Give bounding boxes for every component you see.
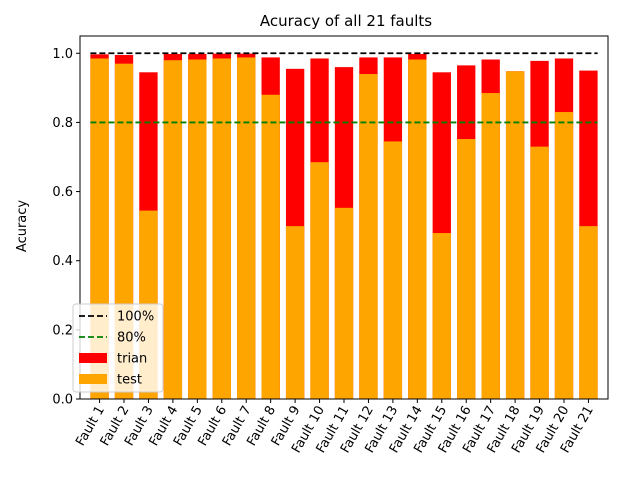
legend-swatch-test: [79, 374, 107, 384]
bar-test-18: [505, 71, 525, 400]
legend-label-80pct: 80%: [117, 331, 146, 346]
bar-test-10: [310, 162, 329, 399]
y-tick-label: 1.0: [52, 47, 73, 62]
y-tick-label: 0.4: [52, 254, 73, 269]
legend-swatch-trian: [79, 353, 107, 363]
bar-test-16: [457, 139, 476, 399]
legend-label-100pct: 100%: [117, 310, 154, 325]
y-tick-label: 0.0: [52, 393, 73, 408]
bar-test-4: [163, 60, 183, 399]
legend-box: [72, 303, 164, 393]
bar-test-7: [237, 57, 256, 399]
legend-label-test: test: [117, 373, 142, 388]
bar-test-20: [554, 112, 574, 400]
bars-layer: [90, 53, 598, 400]
bar-test-17: [481, 93, 500, 400]
y-tick-label: 0.2: [52, 323, 73, 338]
y-axis-label: Acuracy: [15, 200, 30, 253]
legend: 100% 80% trian test: [72, 303, 164, 393]
chart-title: Acuracy of all 21 faults: [260, 12, 432, 30]
y-tick-label: 0.6: [52, 185, 73, 200]
bar-test-13: [383, 141, 403, 399]
bar-test-21: [579, 226, 598, 399]
bar-test-11: [334, 207, 354, 399]
legend-label-trian: trian: [117, 352, 147, 367]
bar-test-19: [530, 146, 549, 399]
bar-test-8: [261, 94, 280, 400]
bar-test-9: [285, 226, 305, 399]
bar-test-6: [212, 58, 231, 399]
bar-test-15: [432, 233, 451, 399]
y-tick-label: 0.8: [52, 116, 73, 131]
bar-test-5: [188, 59, 207, 399]
reference-lines-layer: [90, 52, 598, 124]
bar-test-14: [408, 59, 427, 399]
bar-test-12: [359, 74, 378, 400]
